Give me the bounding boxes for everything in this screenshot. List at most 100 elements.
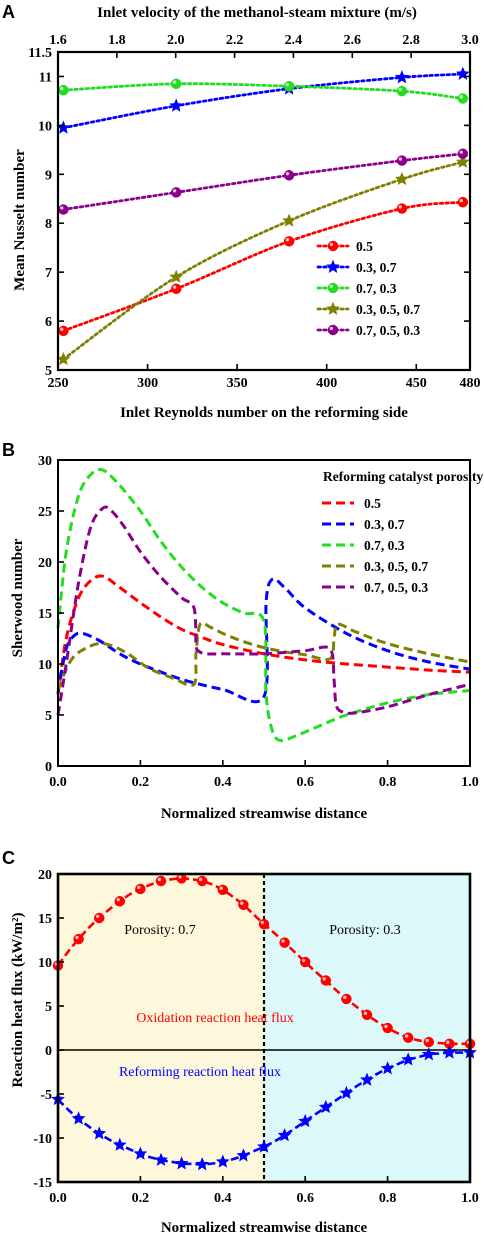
panel-b-legend-title: Reforming catalyst porosity	[323, 469, 483, 484]
panel-a-x2tick-label-6: 2.8	[402, 33, 420, 48]
panel-c-point-1-32	[380, 1061, 395, 1075]
panel-a-xtick-label-2: 350	[227, 376, 248, 391]
panel-c-point-1-16	[215, 1154, 230, 1168]
panel-a-point-0-4-highlight	[459, 198, 463, 203]
panel-a-legend-marker-1	[326, 259, 340, 273]
panel-a-ytick-label-0: 5	[45, 364, 52, 379]
panel-c-frame	[56, 872, 472, 1184]
panel-c-point-0-10	[155, 875, 167, 887]
panel-a-point-4-2	[283, 170, 295, 181]
panel-a-point-2-0-highlight	[60, 86, 64, 91]
panel-b-xtick-label-3: 0.6	[296, 775, 314, 790]
panel-a-x2tick-label-4: 2.4	[285, 33, 303, 48]
panel-c-axes: 0.0 0.2 0.4 0.6 0.8 1.0 -15 -10 -5 0 5 10 15 20	[33, 868, 478, 1206]
panel-a-point-3-2	[282, 213, 297, 227]
panel-c-y-title: Reaction heat flux (kW/m²)	[10, 913, 26, 1088]
panel-c-point-1-14	[195, 1157, 210, 1171]
panel-c-point-0-28	[341, 993, 352, 1005]
panel-a-point-0-2-highlight	[285, 238, 290, 242]
panel-c-point-1-36	[421, 1047, 436, 1061]
panel-c-xtick-label-3: 0.6	[296, 1191, 314, 1206]
panel-c-point-1-6	[112, 1137, 127, 1151]
panel-a-point-4-0	[58, 204, 69, 215]
panel-c-point-0-32	[382, 1022, 393, 1034]
panel-c-point-1-18	[236, 1148, 251, 1162]
panel-c-region-0	[58, 874, 264, 1182]
panel-b: 0.0 0.2 0.4 0.6 0.8 1.0 0 5 10 15 20 25 30 0.5 0.3, 0…	[2, 440, 483, 822]
panel-b-legend-label-1: 0.3, 0.7	[364, 517, 405, 532]
panel-c-xtick-label-4: 0.8	[379, 1191, 397, 1206]
panel-a-point-4-3	[396, 155, 408, 166]
panel-a-point-3-3	[394, 171, 409, 186]
panel-c-point-0-6	[114, 896, 126, 907]
panel-c: 0.0 0.2 0.4 0.6 0.8 1.0 -15 -10 -5 0 5 10 15 20 C Nor…	[2, 848, 479, 1236]
panel-a-legend-label-2: 0.7, 0.3	[356, 281, 397, 296]
panel-c-point-0-6-highlight	[116, 897, 120, 902]
panel-b-series-line-1	[56, 577, 471, 704]
panel-a-point-2-4-highlight	[459, 95, 463, 99]
panel-a-point-2-4	[457, 93, 469, 104]
panel-a-xtick-label-5: 480	[460, 376, 481, 391]
region-label-right: Porosity: 0.3	[329, 923, 401, 938]
panel-b-series-line-0	[56, 574, 471, 695]
panel-c-point-0-2	[73, 933, 84, 945]
panel-c-point-1-20	[257, 1139, 271, 1153]
panel-a-ytick-label-6: 11	[39, 70, 52, 85]
panel-a-xtick-label-3: 400	[316, 376, 337, 391]
panel-a-series-line-1	[62, 72, 465, 130]
panel-c-label: C	[2, 848, 15, 868]
panel-b-legend-label-4: 0.7, 0.5, 0.3	[364, 580, 428, 595]
panel-c-point-0-26-highlight	[322, 977, 326, 981]
panel-a-point-1-3	[394, 70, 409, 84]
panel-a-point-0-2	[283, 236, 295, 247]
panel-a-y-title: Mean Nusselt number	[12, 149, 28, 291]
panel-c-point-0-26	[320, 975, 332, 986]
panel-a-ytick-label-5: 10	[38, 119, 52, 134]
panel-a-x2tick-label-0: 1.6	[49, 33, 67, 48]
panel-a-legend: 0.5 0.3, 0.7 0.7, 0.3 0.3, 0.5, 0.7 0.7, 0.5…	[316, 239, 420, 338]
reforming-series-label: Reforming reaction heat flux	[119, 1065, 281, 1080]
panel-a-point-0-0	[58, 325, 69, 337]
panel-b-x-title: Normalized streamwise distance	[161, 806, 368, 822]
panel-b-xtick-label-1: 0.2	[132, 775, 150, 790]
panel-a-legend-label-4: 0.7, 0.5, 0.3	[356, 323, 420, 338]
panel-a-point-4-4-highlight	[459, 150, 463, 154]
panel-a-legend-marker-0-highlight	[329, 242, 334, 247]
panel-b-ytick-label-2: 10	[38, 658, 52, 673]
panel-c-point-0-28-highlight	[343, 995, 347, 1000]
panel-c-point-0-38-highlight	[446, 1040, 450, 1044]
panel-a-legend-label-3: 0.3, 0.5, 0.7	[356, 302, 420, 317]
panel-a-legend-label-1: 0.3, 0.7	[356, 260, 397, 275]
panel-a-x2-title: Inlet velocity of the methanol-steam mix…	[97, 5, 417, 21]
panel-c-ytick-label-6: 15	[38, 912, 52, 927]
panel-b-ytick-label-0: 0	[45, 760, 52, 775]
panel-c-point-0-14-highlight	[198, 877, 203, 882]
panel-c-point-1-34	[401, 1052, 416, 1066]
panel-a-point-1-1	[169, 98, 184, 112]
panel-c-point-0-34	[402, 1032, 414, 1043]
panel-c-point-0-12-highlight	[178, 875, 182, 879]
panel-c-point-0-24-highlight	[301, 958, 306, 963]
panel-b-ytick-label-3: 15	[38, 607, 52, 622]
panel-a-point-0-4	[457, 196, 469, 208]
panel-c-point-0-10-highlight	[157, 877, 162, 882]
panel-a-legend-marker-2-highlight	[329, 284, 334, 289]
panel-b-legend-label-0: 0.5	[364, 496, 381, 511]
panel-b-axes: 0.0 0.2 0.4 0.6 0.8 1.0 0 5 10 15 20 25 30	[38, 454, 479, 790]
panel-c-point-1-28	[339, 1085, 354, 1100]
panel-b-series-line-2	[56, 468, 471, 743]
panel-a-point-2-2-highlight	[285, 82, 290, 87]
panel-a-label: A	[2, 2, 15, 22]
panel-a: 250 300 350 400 450 480 1.6 1.8 2.0 2.2 2.4 2.6 2.8 3…	[2, 2, 481, 421]
panel-c-point-0-8-highlight	[137, 885, 141, 890]
panel-c-point-0-34-highlight	[404, 1034, 409, 1038]
panel-a-point-0-0-highlight	[60, 327, 64, 331]
panel-c-point-0-18	[238, 899, 249, 911]
panel-a-point-0-1	[170, 283, 182, 295]
panel-c-point-1-4	[92, 1126, 107, 1140]
panel-c-point-0-32-highlight	[384, 1024, 388, 1029]
panel-a-ytick-label-2: 7	[45, 266, 52, 281]
panel-a-point-4-1-highlight	[172, 189, 177, 193]
panel-a-point-2-0	[58, 84, 69, 96]
